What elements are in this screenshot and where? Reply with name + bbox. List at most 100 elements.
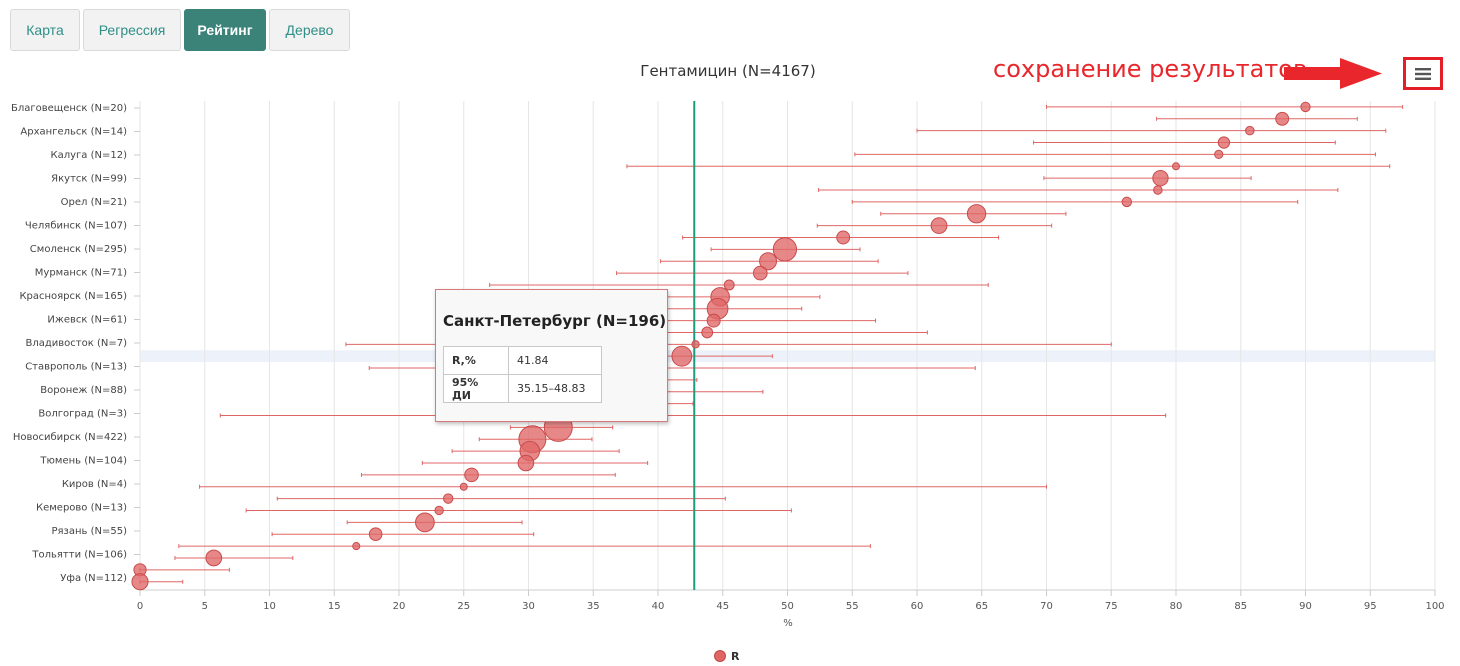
y-tick-label: Уфа (N=112)	[60, 573, 127, 584]
y-tick-label: Красноярск (N=165)	[19, 291, 127, 302]
data-point[interactable]	[1214, 149, 1224, 160]
annotation-arrow-icon	[1284, 58, 1382, 89]
x-tick-label: 20	[393, 601, 406, 612]
x-tick-label: 0	[137, 601, 143, 612]
data-point[interactable]	[752, 265, 768, 281]
data-point[interactable]	[464, 467, 479, 483]
x-tick-label: 80	[1170, 601, 1183, 612]
error-bars	[139, 104, 1404, 584]
data-points[interactable]	[131, 101, 1311, 591]
tooltip-key: 95% ДИ	[443, 374, 509, 403]
data-point[interactable]	[836, 230, 851, 245]
y-tick-label: Тюмень (N=104)	[39, 456, 127, 467]
data-point[interactable]	[517, 454, 535, 472]
y-tick-label: Якутск (N=99)	[51, 174, 127, 185]
y-tick-label: Кемерово (N=13)	[36, 503, 127, 514]
data-point[interactable]	[1172, 162, 1180, 171]
y-tick-label: Волгоград (N=3)	[38, 409, 127, 420]
data-point[interactable]	[205, 549, 223, 567]
x-tick-label: 10	[263, 601, 276, 612]
x-tick-label: 55	[846, 601, 859, 612]
y-tick-label: Архангельск (N=14)	[20, 127, 127, 138]
y-tick-label: Новосибирск (N=422)	[13, 432, 127, 443]
x-tick-label: 25	[457, 601, 470, 612]
x-tick-label: 5	[202, 601, 208, 612]
y-tick-label: Владивосток (N=7)	[26, 338, 128, 349]
tooltip-key: R,%	[443, 346, 509, 375]
data-point[interactable]	[772, 237, 798, 262]
legend[interactable]: R	[714, 650, 741, 663]
hamburger-menu-icon	[1415, 67, 1431, 80]
x-tick-label: 40	[652, 601, 665, 612]
data-point[interactable]	[1152, 169, 1169, 187]
x-tick-label: 15	[328, 601, 341, 612]
y-tick-label: Мурманск (N=71)	[35, 268, 127, 279]
y-tick-label: Орел (N=21)	[61, 197, 127, 208]
data-point[interactable]	[930, 217, 948, 235]
x-tick-label: 60	[911, 601, 924, 612]
tab-map[interactable]: Карта	[10, 9, 80, 51]
tooltip-table: R,% 41.84 95% ДИ 35.15–48.83	[443, 346, 602, 403]
data-point[interactable]	[368, 527, 383, 541]
x-tick-label: 90	[1299, 601, 1312, 612]
data-point[interactable]	[1153, 185, 1163, 195]
legend-label: R	[731, 650, 740, 663]
y-tick-label: Смоленск (N=295)	[30, 244, 127, 255]
tooltip-title: Санкт-Петербург (N=196)	[443, 312, 667, 330]
data-point[interactable]	[691, 340, 700, 349]
x-tick-label: 30	[522, 601, 535, 612]
data-point[interactable]	[706, 313, 721, 328]
tooltip-row: 95% ДИ 35.15–48.83	[443, 374, 602, 403]
data-point[interactable]	[434, 505, 444, 516]
x-tick-label: 100	[1425, 601, 1444, 612]
tab-tree[interactable]: Дерево	[269, 9, 350, 51]
data-point[interactable]	[671, 345, 693, 367]
y-tick-label: Калуга (N=12)	[51, 150, 128, 161]
gridlines	[139, 101, 1436, 590]
tab-regression[interactable]: Регрессия	[83, 9, 181, 51]
y-tick-label: Ставрополь (N=13)	[25, 362, 127, 373]
y-tick-label: Челябинск (N=107)	[25, 221, 127, 232]
x-tick-label: 85	[1234, 601, 1247, 612]
data-point[interactable]	[759, 252, 778, 271]
y-tick-label: Рязань (N=55)	[52, 526, 128, 537]
y-tick-label: Ижевск (N=61)	[47, 315, 127, 326]
tooltip-value: 35.15–48.83	[508, 374, 602, 403]
x-tick-label: 35	[587, 601, 600, 612]
data-point[interactable]	[1275, 111, 1290, 126]
data-point[interactable]	[1245, 125, 1255, 136]
y-tick-label: Воронеж (N=88)	[40, 385, 127, 396]
tab-bar: Карта Регрессия Рейтинг Дерево	[10, 9, 350, 51]
y-axis-labels: Благовещенск (N=20) Архангельск (N=14) Кал…	[11, 103, 140, 584]
tab-rating[interactable]: Рейтинг	[184, 9, 266, 51]
data-point[interactable]	[352, 542, 361, 551]
data-point[interactable]	[723, 279, 735, 291]
x-tick-label: 45	[716, 601, 729, 612]
data-point[interactable]	[1300, 101, 1311, 113]
point-tooltip: Санкт-Петербург (N=196) R,% 41.84 95% ДИ…	[435, 289, 668, 422]
y-tick-label: Благовещенск (N=20)	[11, 103, 127, 114]
data-point[interactable]	[1121, 196, 1133, 208]
x-tick-label: 75	[1105, 601, 1118, 612]
y-tick-label: Киров (N=4)	[62, 479, 127, 490]
tooltip-value: 41.84	[508, 346, 602, 375]
x-axis-label: %	[783, 618, 793, 629]
x-tick-label: 65	[975, 601, 988, 612]
data-point[interactable]	[1217, 136, 1231, 149]
x-tick-label: 95	[1364, 601, 1377, 612]
save-results-annotation: сохранение результатов	[993, 55, 1308, 83]
chart-title: Гентамицин (N=4167)	[640, 62, 815, 80]
data-point[interactable]	[131, 573, 149, 591]
legend-marker	[714, 650, 726, 662]
data-point[interactable]	[442, 493, 454, 504]
data-point[interactable]	[966, 204, 987, 224]
x-tick-label: 50	[781, 601, 794, 612]
export-menu-button[interactable]	[1403, 57, 1443, 90]
y-tick-label: Тольятти (N=106)	[31, 550, 127, 561]
data-point[interactable]	[459, 482, 468, 491]
x-axis-ticks: 0 5 10 15 20 25 30 35 40 45 50 55 60 65 70 75 80 85 90 95 10…	[137, 589, 1445, 612]
x-tick-label: 70	[1040, 601, 1053, 612]
data-point[interactable]	[701, 326, 714, 339]
data-point[interactable]	[415, 512, 435, 533]
